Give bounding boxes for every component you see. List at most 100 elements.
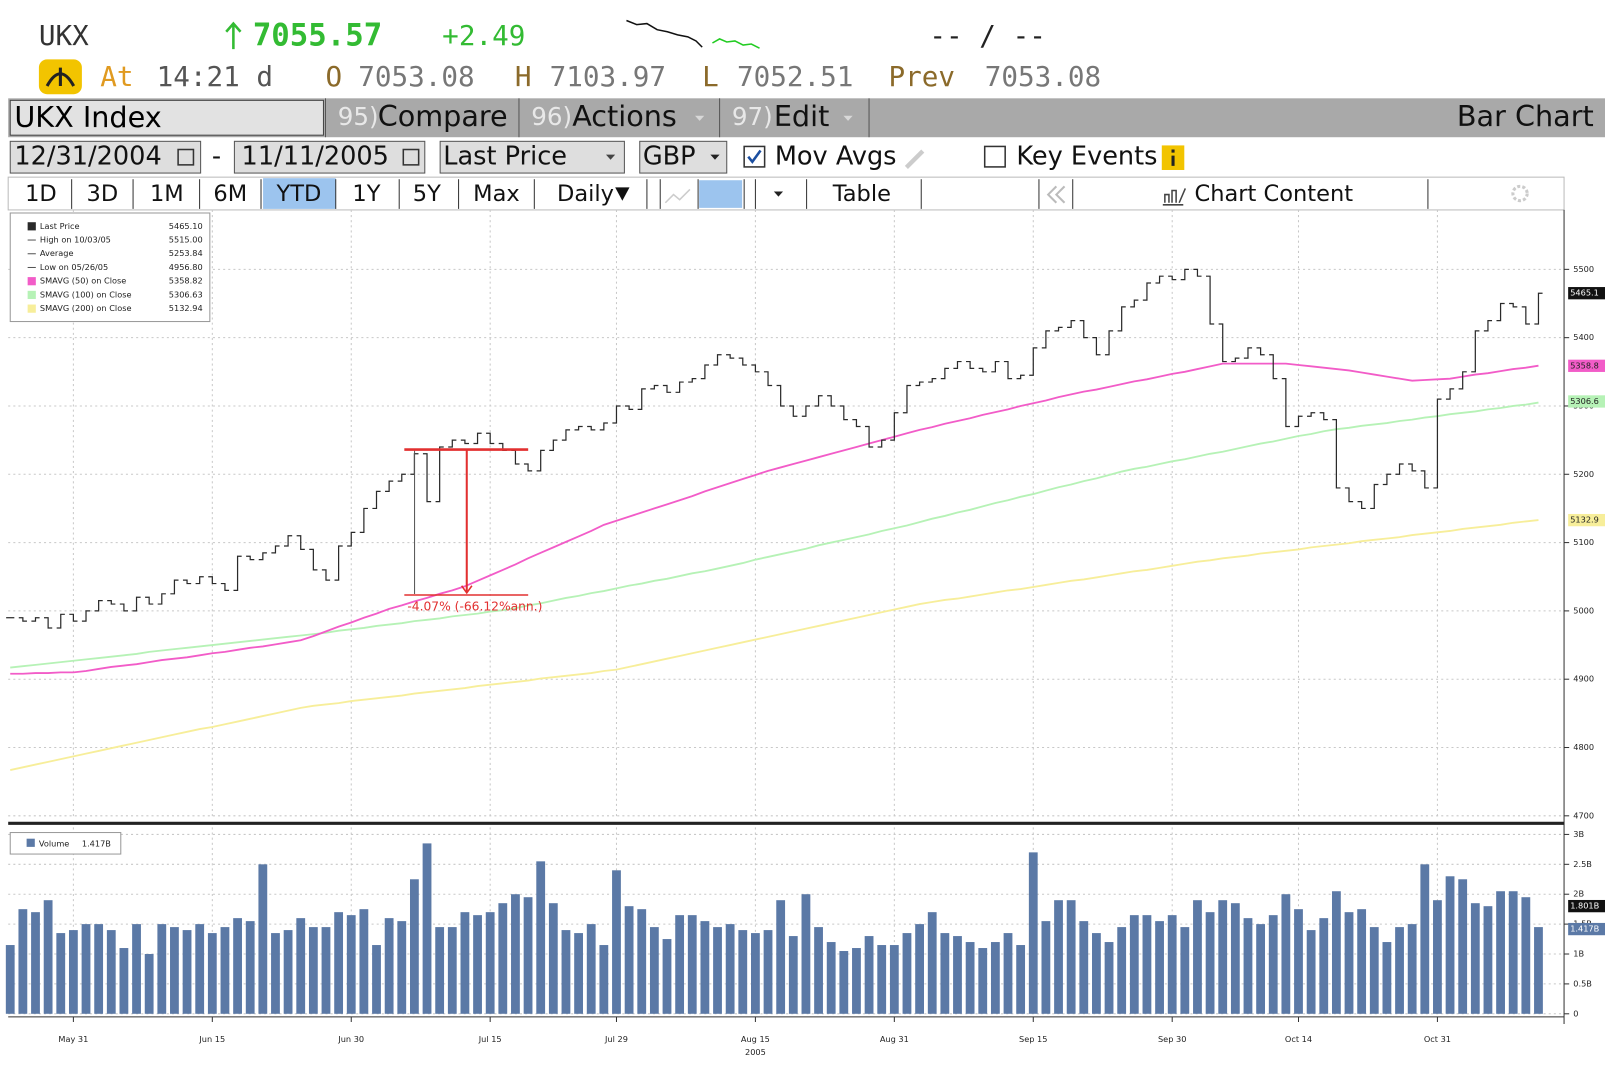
price-bar <box>1408 463 1417 472</box>
volume-bar <box>586 924 596 1014</box>
chart-content-icon <box>1162 188 1187 206</box>
volume-bar <box>965 942 975 1014</box>
price-bar <box>170 579 179 595</box>
volume-bar <box>612 870 621 1014</box>
volume-bar <box>31 912 40 1014</box>
volume-bar <box>561 930 571 1014</box>
price-bar <box>1319 412 1328 421</box>
menu-compare[interactable]: Compare <box>378 99 508 133</box>
x-tick-label: Oct 14 <box>1285 1034 1312 1044</box>
y-tick-label: 5100 <box>1573 537 1594 547</box>
currency: GBP <box>643 142 696 172</box>
key-events-checkbox[interactable] <box>983 145 1006 168</box>
price-bar <box>1294 415 1303 428</box>
price-bar <box>599 422 608 431</box>
collapse-icon[interactable] <box>1046 185 1066 204</box>
price-bar <box>1117 306 1126 332</box>
price-bar <box>271 545 280 554</box>
line-icon[interactable] <box>664 188 691 204</box>
price-bar <box>321 569 331 581</box>
volume-bar <box>713 927 722 1014</box>
price-bar <box>751 364 760 373</box>
frequency[interactable]: Daily <box>557 181 614 207</box>
currency-dropdown[interactable] <box>639 140 728 174</box>
menu-number: 96) <box>531 102 572 131</box>
mov-avgs-checkbox[interactable] <box>743 145 766 168</box>
volume-bar <box>409 879 419 1014</box>
field-dropdown[interactable] <box>439 140 625 174</box>
y-tick-label: 3B <box>1573 829 1584 839</box>
key-events: Key Events <box>1016 142 1157 172</box>
period-button[interactable]: YTD <box>275 181 321 207</box>
price-bar <box>1509 302 1518 308</box>
chart-content[interactable]: Chart Content <box>1195 181 1354 207</box>
axis-tag-label: 5132.9 <box>1570 515 1599 525</box>
price-bar <box>334 545 343 581</box>
price-bar <box>637 388 646 411</box>
bar-icon[interactable] <box>699 180 743 208</box>
menu-actions[interactable]: Actions <box>572 99 677 133</box>
volume-bar <box>1344 912 1354 1014</box>
period-button[interactable]: Max <box>473 181 520 207</box>
volume-bar <box>447 927 457 1014</box>
period-button[interactable]: 1Y <box>352 181 380 207</box>
axis-tag-label: 1.417B <box>1570 924 1599 934</box>
settings-icon[interactable] <box>1511 184 1529 203</box>
volume-bar <box>788 936 798 1014</box>
price-bar <box>1029 347 1038 376</box>
price-bar <box>1445 388 1455 400</box>
price-bar <box>523 463 533 472</box>
volume-bar <box>1117 927 1127 1014</box>
volume-bar <box>687 915 697 1014</box>
menu-number: 95) <box>338 102 379 131</box>
axis-tag-label: 5465.1 <box>1570 288 1599 298</box>
volume-bar <box>1230 903 1240 1014</box>
period-button[interactable]: 1M <box>150 181 184 207</box>
price-bar <box>1521 306 1530 325</box>
volume-bar <box>18 909 28 1014</box>
pencil-icon[interactable] <box>904 149 925 169</box>
volume-bar <box>1508 891 1518 1014</box>
volume-bar <box>700 921 710 1014</box>
volume-bar <box>1104 942 1114 1014</box>
y-tick-label: 2.5B <box>1573 859 1592 869</box>
legend-name: SMAVG (200) on Close <box>40 303 132 313</box>
price-bar <box>422 453 432 503</box>
moving-average-line <box>10 519 1539 771</box>
price-bar <box>1054 326 1063 332</box>
period-button[interactable]: 3D <box>87 181 119 207</box>
price-bar <box>69 613 78 622</box>
price-bar <box>1269 354 1278 380</box>
price-bar <box>18 617 27 622</box>
price-bar <box>296 535 305 551</box>
period-button[interactable]: 6M <box>213 181 247 207</box>
price-bar <box>953 360 962 370</box>
price-bar <box>132 596 141 612</box>
security-field[interactable] <box>9 99 324 136</box>
volume-bar <box>1205 912 1215 1014</box>
calendar-icon[interactable] <box>177 148 195 166</box>
table-button[interactable]: Table <box>832 181 891 207</box>
start-date-field[interactable] <box>9 140 202 174</box>
period-button[interactable]: 1D <box>25 181 57 207</box>
period-button[interactable]: 5Y <box>413 181 441 207</box>
volume-bar <box>207 933 217 1014</box>
price-bar <box>801 405 811 417</box>
volume-bar <box>751 933 760 1014</box>
legend-value: 5132.94 <box>169 303 203 313</box>
volume-bar <box>245 921 255 1014</box>
menu-edit[interactable]: Edit <box>774 99 829 133</box>
volume-bar <box>283 930 293 1014</box>
price-bar <box>675 381 684 393</box>
price-bar <box>1243 347 1253 359</box>
volume-bar <box>43 900 53 1014</box>
calendar-icon[interactable] <box>402 148 420 166</box>
price-bar <box>1180 268 1189 281</box>
volume-bar <box>233 918 242 1014</box>
volume-bar <box>435 927 445 1014</box>
dropdown-arrow <box>773 191 784 197</box>
legend-box <box>9 832 122 855</box>
volume-bar <box>1028 852 1038 1014</box>
end-date-field[interactable] <box>233 140 426 174</box>
price-bar <box>1281 378 1290 428</box>
